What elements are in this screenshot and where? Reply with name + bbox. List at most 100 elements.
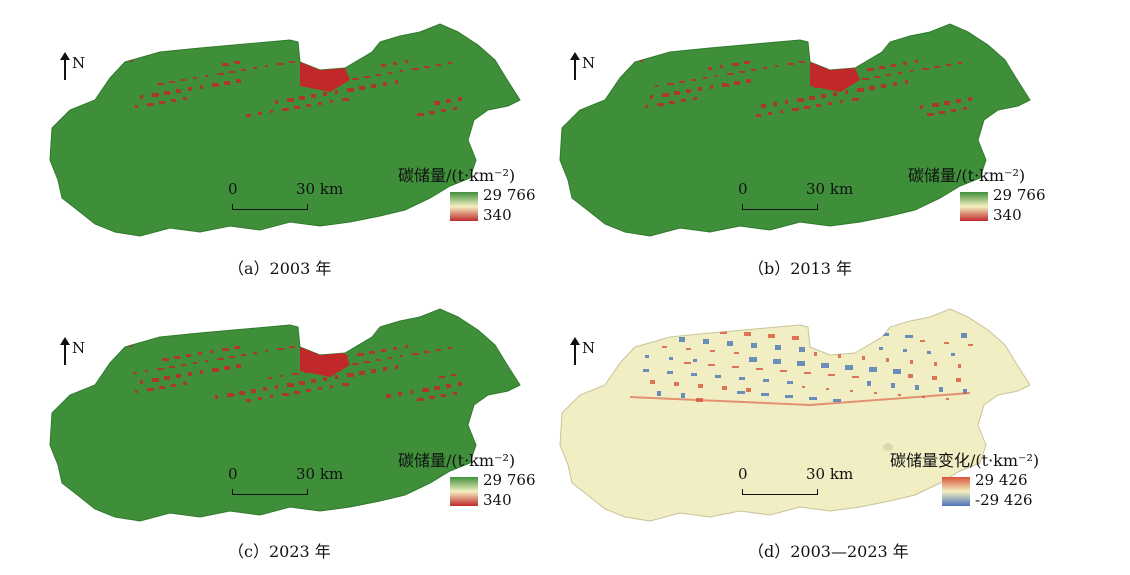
low-carbon-patch	[383, 82, 387, 86]
low-carbon-patch	[703, 77, 707, 79]
change-patch	[756, 368, 763, 370]
low-carbon-patch	[393, 62, 397, 65]
change-patch	[821, 363, 829, 368]
low-carbon-patch	[287, 98, 294, 102]
low-carbon-patch	[761, 104, 766, 108]
region-shape	[49, 23, 521, 237]
low-carbon-patch	[217, 358, 224, 360]
low-carbon-patch	[236, 364, 241, 368]
panel-caption: （c）2023 年	[228, 542, 331, 561]
low-carbon-patch	[715, 75, 718, 77]
low-carbon-patch	[193, 77, 197, 79]
low-carbon-patch	[270, 395, 273, 398]
low-carbon-patch	[181, 364, 186, 366]
low-carbon-patch	[405, 60, 408, 63]
change-patch	[852, 376, 859, 378]
legend-title: 碳储量/(t·km⁻²)	[398, 166, 516, 185]
low-carbon-patch	[263, 387, 267, 391]
change-patch	[905, 335, 913, 338]
low-carbon-patch	[169, 81, 175, 83]
low-carbon-patch	[691, 79, 696, 81]
low-carbon-patch	[448, 347, 452, 349]
low-carbon-patch	[205, 75, 208, 77]
low-carbon-patch	[395, 80, 398, 84]
low-carbon-patch	[130, 345, 133, 347]
low-carbon-patch	[306, 389, 311, 392]
low-carbon-patch	[135, 390, 138, 393]
map-panel-2: N 0 30 km 碳储量/(t·km⁻²) 29 766 340	[0, 285, 560, 570]
low-carbon-patch	[133, 372, 137, 374]
legend-title: 碳储量变化/(t·km⁻²)	[890, 451, 1040, 470]
scale-bar: 0 30 km	[228, 465, 358, 501]
low-carbon-patch	[188, 372, 192, 376]
change-patch	[799, 347, 805, 352]
low-carbon-patch	[176, 89, 181, 93]
low-carbon-patch	[157, 368, 164, 370]
change-patch	[693, 359, 697, 362]
scale-line	[742, 489, 818, 495]
low-carbon-patch	[910, 70, 913, 72]
change-boundary	[629, 392, 971, 407]
island	[373, 158, 383, 166]
low-carbon-patch	[869, 86, 875, 90]
low-carbon-patch	[265, 65, 268, 67]
low-carbon-patch	[400, 355, 403, 357]
low-carbon-patch	[321, 359, 326, 362]
change-patch	[775, 345, 781, 350]
low-carbon-patch	[436, 64, 441, 66]
low-carbon-patch	[289, 346, 295, 348]
low-carbon-patch	[369, 351, 375, 354]
change-patch	[867, 381, 871, 386]
low-carbon-patch	[152, 93, 159, 97]
low-carbon-patch	[657, 103, 664, 106]
panel-caption: （a）2003 年	[228, 259, 332, 278]
low-carbon-patch	[292, 373, 299, 375]
change-patch	[732, 366, 739, 368]
low-carbon-patch	[458, 97, 462, 101]
region-map	[559, 308, 1031, 522]
legend-max: 29 766	[483, 471, 536, 489]
low-carbon-patch	[441, 394, 446, 397]
low-carbon-patch	[304, 371, 310, 373]
region-shape	[49, 308, 521, 522]
low-carbon-patch	[686, 89, 691, 93]
low-carbon-patch	[352, 78, 359, 80]
change-patch	[763, 379, 769, 382]
low-carbon-patch	[814, 86, 820, 88]
low-carbon-patch	[345, 355, 348, 358]
change-patch	[715, 375, 721, 378]
low-carbon-patch	[386, 394, 391, 398]
legend-min: 340	[483, 206, 512, 224]
low-carbon-patch	[693, 97, 697, 100]
low-carbon-patch	[193, 362, 197, 364]
low-carbon-patch	[210, 350, 213, 353]
low-carbon-patch	[826, 84, 831, 86]
low-carbon-patch	[898, 72, 902, 74]
low-carbon-patch	[927, 113, 934, 116]
low-carbon-patch	[376, 359, 381, 361]
low-carbon-patch	[662, 93, 669, 97]
north-arrow-icon	[60, 52, 70, 80]
low-carbon-patch	[282, 108, 289, 111]
low-carbon-patch	[268, 377, 272, 379]
low-carbon-patch	[265, 350, 268, 352]
low-carbon-patch	[388, 72, 392, 74]
change-patch	[891, 383, 895, 388]
change-patch	[667, 371, 673, 374]
region-map	[49, 23, 521, 237]
low-carbon-patch	[364, 361, 370, 363]
change-patch	[951, 353, 955, 356]
change-patch	[744, 332, 751, 336]
low-carbon-patch	[451, 374, 456, 376]
scale-line	[232, 204, 308, 210]
low-carbon-patch	[145, 370, 148, 372]
change-patch	[956, 378, 961, 382]
legend-min: 340	[483, 491, 512, 509]
low-carbon-patch	[773, 102, 777, 106]
low-carbon-patch	[241, 69, 246, 71]
change-patch	[816, 338, 823, 342]
low-carbon-patch	[424, 351, 430, 353]
change-patch	[780, 370, 787, 372]
low-carbon-patch	[739, 71, 745, 73]
change-patch	[809, 397, 817, 400]
